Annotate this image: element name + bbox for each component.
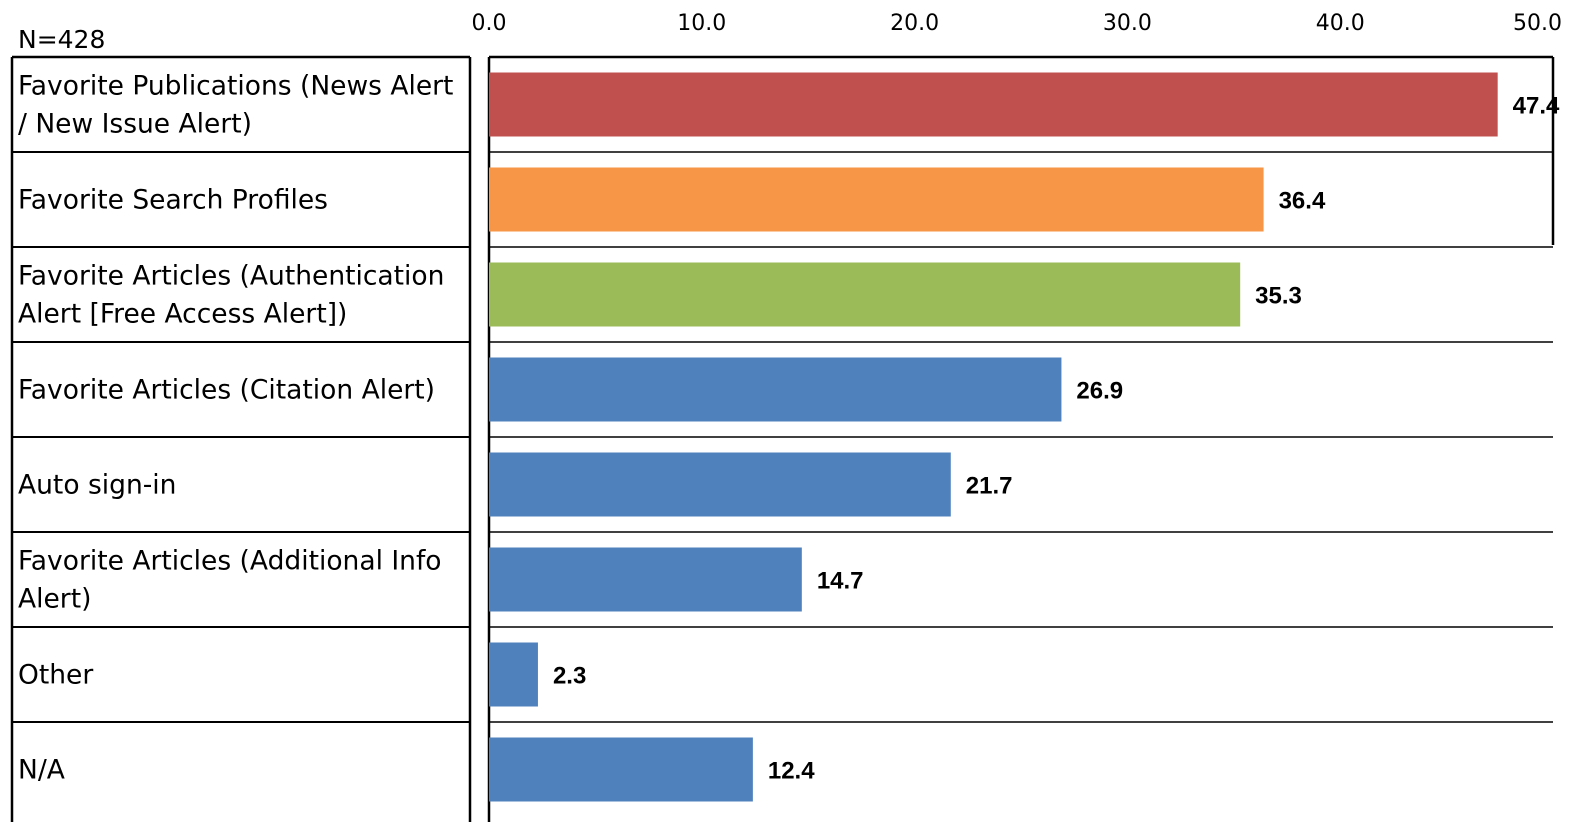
data-label: 2.3 [553, 663, 586, 690]
x-tick-label: 30.0 [1103, 11, 1152, 36]
category-label: Favorite Articles (Citation Alert) [18, 375, 435, 406]
bar [489, 167, 1264, 232]
data-label: 12.4 [768, 758, 815, 785]
x-tick-label: 50.0 [1513, 11, 1562, 36]
x-axis-ticks: 0.0 10.0 20.0 30.0 40.0 50.0 [472, 11, 1563, 36]
data-label: 36.4 [1279, 188, 1326, 215]
category-label: Alert [Free Access Alert]) [18, 299, 347, 330]
bar [489, 737, 753, 802]
category-label: Favorite Articles (Additional Info [18, 546, 442, 577]
data-label: 47.4 [1513, 93, 1560, 120]
x-tick-label: 20.0 [890, 11, 939, 36]
category-label: Other [18, 660, 93, 691]
category-label: Favorite Search Profiles [18, 185, 328, 216]
data-label: 14.7 [817, 568, 864, 595]
bar [489, 262, 1241, 327]
category-label: N/A [18, 755, 65, 786]
category-label: Auto sign-in [18, 470, 176, 501]
bar [489, 547, 802, 612]
x-tick-label: 10.0 [677, 11, 726, 36]
bar [489, 357, 1062, 422]
data-label: 26.9 [1076, 378, 1123, 405]
bar [489, 72, 1498, 137]
bar [489, 452, 951, 517]
bars: 47.4 36.4 35.3 26.9 21.7 14.7 2.3 12.4 [489, 72, 1560, 802]
bar [489, 642, 538, 707]
category-label: Favorite Articles (Authentication [18, 261, 444, 292]
data-label: 35.3 [1255, 283, 1302, 310]
category-rows: Favorite Publications (News Alert / New I… [12, 71, 1553, 786]
x-tick-label: 0.0 [472, 11, 507, 36]
sample-size-label: N=428 [18, 25, 105, 54]
category-label: Alert) [18, 584, 91, 615]
category-label: Favorite Publications (News Alert [18, 71, 453, 102]
category-label: / New Issue Alert) [18, 109, 252, 140]
x-tick-label: 40.0 [1316, 11, 1365, 36]
data-label: 21.7 [966, 473, 1013, 500]
